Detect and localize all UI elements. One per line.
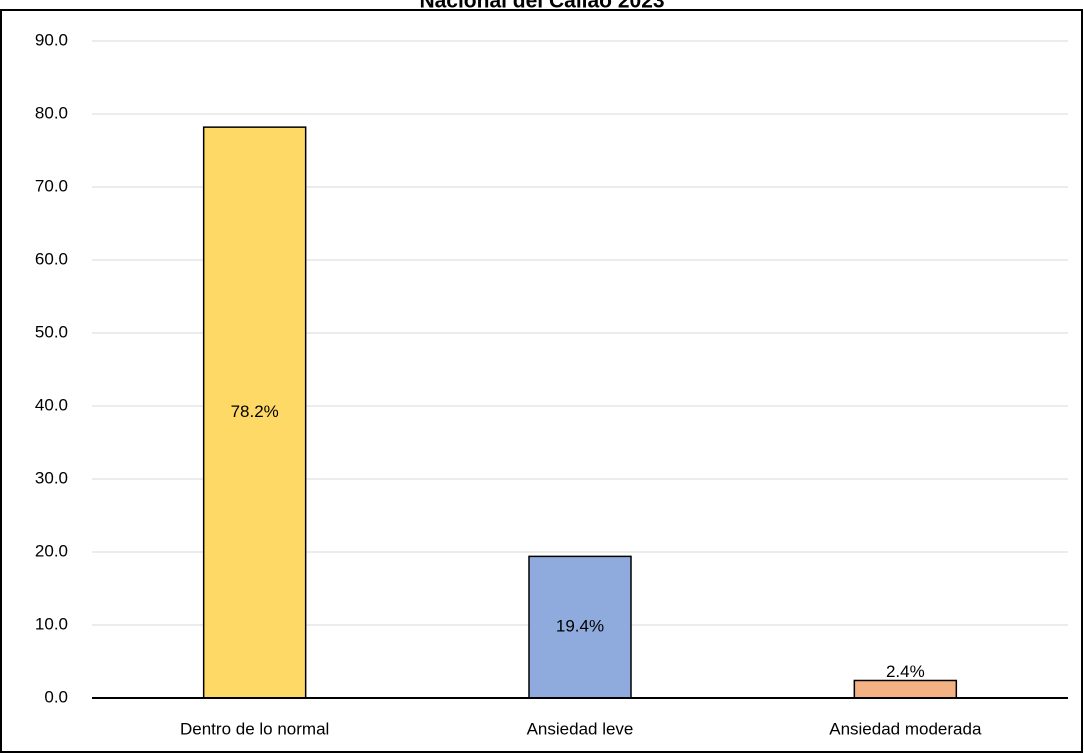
bar bbox=[853, 679, 958, 699]
y-tick-label: 60.0 bbox=[35, 249, 68, 268]
y-tick-label: 90.0 bbox=[35, 30, 68, 49]
x-tick-label: Dentro de lo normal bbox=[180, 719, 329, 738]
y-tick-label: 30.0 bbox=[35, 468, 68, 487]
y-tick-label: 70.0 bbox=[35, 176, 68, 195]
bar bbox=[202, 126, 307, 699]
x-tick-label: Ansiedad leve bbox=[527, 719, 634, 738]
data-label: 19.4% bbox=[556, 617, 604, 636]
data-label: 78.2% bbox=[231, 402, 279, 421]
y-tick-label: 50.0 bbox=[35, 322, 68, 341]
data-label: 2.4% bbox=[886, 662, 925, 681]
chart-title: Nacional del Callao 2023 bbox=[419, 0, 664, 13]
y-tick-label: 40.0 bbox=[35, 395, 68, 414]
y-tick-label: 80.0 bbox=[35, 103, 68, 122]
y-tick-label: 10.0 bbox=[35, 614, 68, 633]
y-tick-label: 0.0 bbox=[44, 687, 68, 706]
y-tick-label: 20.0 bbox=[35, 541, 68, 560]
x-tick-label: Ansiedad moderada bbox=[829, 719, 982, 738]
